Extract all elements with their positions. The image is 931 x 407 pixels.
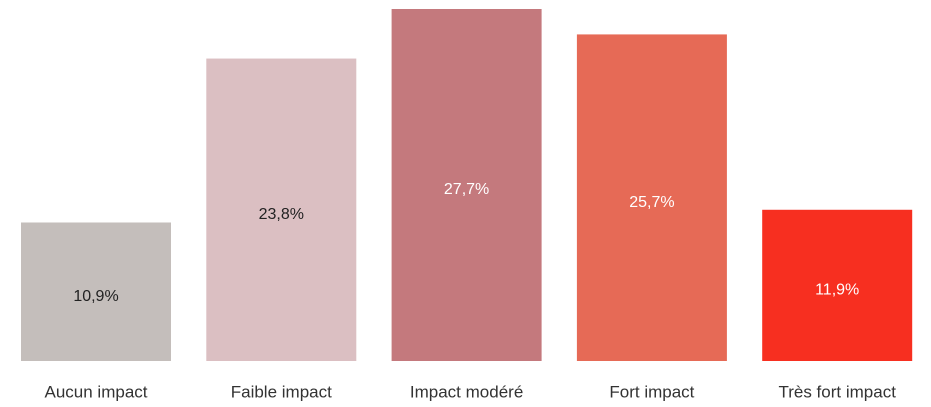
value-label: 27,7% bbox=[444, 181, 489, 198]
bar bbox=[391, 9, 542, 361]
value-label: 23,8% bbox=[259, 206, 304, 223]
bar bbox=[762, 209, 913, 361]
category-label: Aucun impact bbox=[45, 382, 148, 401]
category-label: Très fort impact bbox=[778, 382, 896, 401]
bar bbox=[576, 34, 727, 361]
category-label: Impact modéré bbox=[410, 382, 523, 401]
category-label: Faible impact bbox=[231, 382, 332, 401]
value-label: 11,9% bbox=[815, 282, 859, 299]
bar bbox=[206, 58, 357, 361]
value-label: 25,7% bbox=[629, 194, 674, 211]
bar bbox=[21, 222, 171, 361]
value-label: 10,9% bbox=[73, 288, 118, 305]
category-label: Fort impact bbox=[609, 382, 694, 401]
